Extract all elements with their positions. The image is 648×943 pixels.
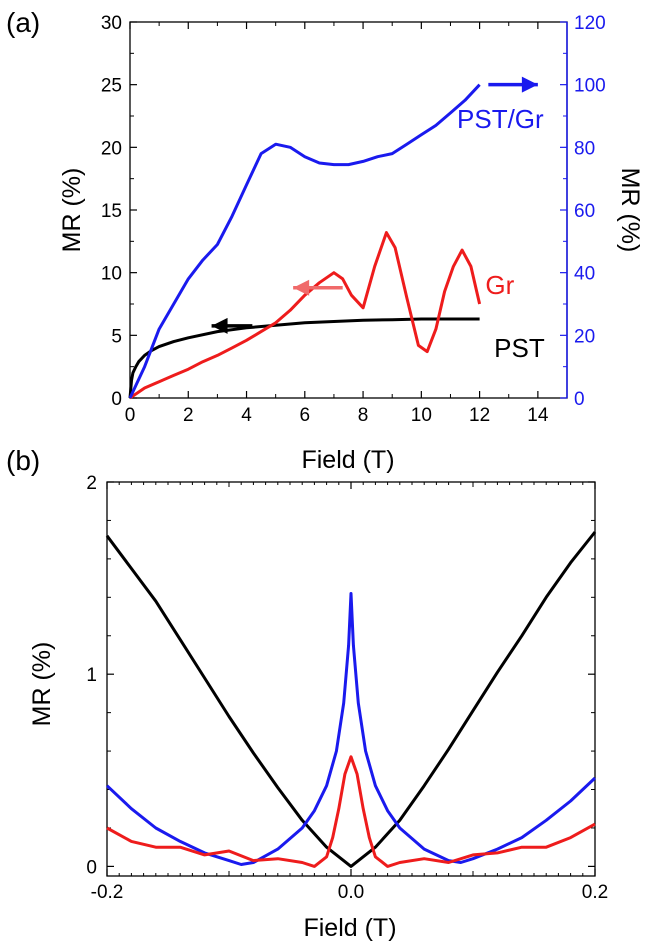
panel-a-ytick-label: 5	[111, 326, 122, 347]
panel-b-ytick-label: 0	[86, 857, 97, 878]
panel-b-ytick-label: 1	[86, 665, 97, 686]
panel-a-xtick-label: 0	[125, 405, 136, 426]
panel-a-xtick-label: 10	[411, 405, 432, 426]
panel-a-y2tick-label: 60	[574, 201, 595, 222]
panel-a-xtick-label: 12	[469, 405, 490, 426]
panel-a-ytick-label: 20	[101, 138, 122, 159]
series-line-b-gr	[106, 755, 596, 868]
series-line-pst	[128, 317, 480, 399]
panel-a-xtick-label: 4	[241, 405, 252, 426]
panel-b-ylabel: MR (%)	[28, 642, 56, 727]
panel-a-ylabel: MR (%)	[58, 168, 86, 253]
panel-a-xtick-label: 6	[300, 405, 311, 426]
panel-a-y2tick-label: 100	[574, 76, 606, 97]
series-line-pst-gr	[128, 83, 481, 399]
series-line-b-pst	[105, 531, 597, 868]
arrow-pst-head	[211, 317, 228, 334]
panel-a-ytick-label: 25	[101, 76, 122, 97]
panel-a-ytick-label: 0	[111, 389, 122, 410]
panel-b-xtick-label: 0.0	[338, 882, 364, 903]
panel-a-xtick-label: 14	[527, 405, 549, 426]
panel-a-xtick-label: 2	[183, 405, 194, 426]
panel-a-y2tick-label: 80	[574, 138, 595, 159]
panel-b-chart: -0.2 0.0 0.2 0 1 2	[86, 473, 608, 903]
panel-a-y2label: MR (%)	[616, 168, 644, 253]
series-line-b-pst-gr	[105, 592, 597, 866]
panel-b-frame	[106, 481, 596, 877]
panel-a-ytick-label: 15	[101, 201, 122, 222]
panel-a-y2tick-label: 20	[574, 326, 595, 347]
series-line-gr	[129, 231, 482, 400]
series-label-pstgr: PST/Gr	[457, 104, 544, 134]
series-label-pst: PST	[494, 333, 545, 363]
panel-b-xtick-label: -0.2	[91, 882, 124, 903]
panel-a-xlabel: Field (T)	[301, 446, 394, 474]
panel-b-xtick-label: 0.2	[582, 882, 608, 903]
panel-a-chart: 0 2 4 6 8 10 12 14 0 5 10 15 20 25 30 0 20 40 60 80 100 120 PS…	[101, 13, 606, 426]
series-label-gr: Gr	[485, 270, 514, 300]
panel-a-y2tick-label: 0	[574, 389, 585, 410]
panel-a-ytick-label: 10	[101, 264, 122, 285]
panel-a-xtick-label: 8	[358, 405, 369, 426]
panel-b-label: (b)	[6, 445, 40, 476]
arrow-pstgr-head	[521, 76, 538, 93]
panel-a-y2tick-label: 120	[574, 13, 606, 34]
panel-a-y2tick-label: 40	[574, 264, 595, 285]
panel-b-xlabel: Field (T)	[303, 914, 396, 942]
panel-a-label: (a)	[6, 7, 40, 38]
arrow-gr-head	[293, 279, 310, 296]
panel-b-ytick-label: 2	[86, 473, 97, 494]
panel-a-ytick-label: 30	[101, 13, 122, 34]
